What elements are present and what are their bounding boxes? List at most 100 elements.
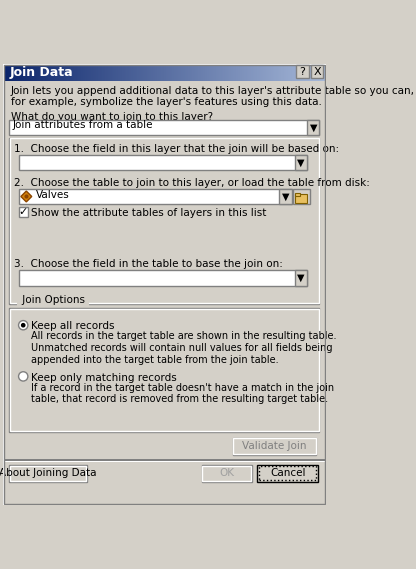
Bar bbox=[10, 138, 319, 303]
Bar bbox=[295, 155, 307, 170]
Bar bbox=[233, 64, 234, 81]
Bar bbox=[63, 64, 64, 81]
Bar bbox=[240, 64, 241, 81]
Bar bbox=[198, 64, 199, 81]
Bar bbox=[292, 64, 293, 81]
Bar bbox=[72, 64, 73, 81]
Bar bbox=[233, 438, 316, 455]
Bar bbox=[307, 119, 319, 135]
Bar bbox=[300, 64, 301, 81]
Bar bbox=[243, 64, 244, 81]
Bar bbox=[247, 64, 248, 81]
Bar bbox=[49, 64, 50, 81]
Bar bbox=[202, 465, 252, 482]
Bar bbox=[213, 64, 214, 81]
Bar bbox=[193, 64, 194, 81]
Bar bbox=[122, 64, 123, 81]
Text: ▼: ▼ bbox=[282, 192, 289, 201]
Bar bbox=[256, 64, 257, 81]
Bar bbox=[10, 465, 86, 481]
Bar bbox=[133, 64, 134, 81]
Bar bbox=[153, 64, 154, 81]
Bar bbox=[36, 64, 37, 81]
Bar bbox=[140, 64, 141, 81]
Bar bbox=[189, 64, 190, 81]
Bar bbox=[202, 465, 251, 481]
Bar bbox=[147, 64, 148, 81]
Bar bbox=[161, 64, 162, 81]
Bar bbox=[217, 64, 218, 81]
Text: Join Options: Join Options bbox=[19, 295, 88, 305]
Bar bbox=[7, 64, 8, 81]
Bar bbox=[88, 64, 89, 81]
Bar bbox=[200, 64, 201, 81]
Bar bbox=[286, 64, 287, 81]
Bar bbox=[323, 64, 324, 81]
Bar bbox=[277, 64, 278, 81]
Bar bbox=[90, 64, 91, 81]
Bar bbox=[135, 64, 136, 81]
Bar bbox=[71, 64, 72, 81]
Bar bbox=[230, 64, 231, 81]
Bar bbox=[61, 64, 62, 81]
Bar bbox=[312, 64, 313, 81]
Bar bbox=[170, 64, 171, 81]
Bar bbox=[34, 64, 35, 81]
Bar bbox=[177, 64, 178, 81]
Bar bbox=[279, 189, 292, 204]
Bar bbox=[197, 64, 198, 81]
Bar bbox=[236, 64, 237, 81]
Bar bbox=[62, 64, 63, 81]
Bar bbox=[89, 64, 90, 81]
Bar bbox=[262, 64, 263, 81]
Bar bbox=[118, 64, 119, 81]
Bar bbox=[24, 64, 25, 81]
Bar bbox=[182, 64, 183, 81]
Bar bbox=[191, 64, 192, 81]
Bar bbox=[304, 64, 305, 81]
Bar bbox=[295, 270, 307, 286]
Bar bbox=[78, 64, 79, 81]
Bar bbox=[81, 64, 82, 81]
Bar bbox=[94, 64, 95, 81]
Bar bbox=[288, 64, 289, 81]
Bar bbox=[127, 64, 128, 81]
Bar bbox=[96, 64, 97, 81]
Bar bbox=[19, 155, 307, 170]
Bar bbox=[305, 64, 306, 81]
Bar bbox=[97, 64, 98, 81]
Text: About Joining Data: About Joining Data bbox=[0, 468, 97, 479]
Bar bbox=[282, 64, 283, 81]
Bar bbox=[168, 64, 169, 81]
Bar bbox=[54, 64, 55, 81]
Bar bbox=[155, 64, 156, 81]
Bar bbox=[302, 64, 303, 81]
Bar bbox=[201, 64, 202, 81]
Bar bbox=[308, 64, 309, 81]
Bar bbox=[15, 64, 16, 81]
Bar bbox=[157, 64, 158, 81]
Circle shape bbox=[19, 320, 28, 330]
Bar bbox=[136, 64, 137, 81]
Bar bbox=[28, 64, 29, 81]
Text: ✓: ✓ bbox=[19, 207, 28, 217]
Bar bbox=[9, 138, 319, 304]
Bar bbox=[210, 64, 211, 81]
Bar bbox=[301, 64, 302, 81]
Bar bbox=[12, 64, 13, 81]
Bar bbox=[154, 64, 155, 81]
Bar bbox=[228, 64, 229, 81]
Bar bbox=[162, 64, 163, 81]
Bar bbox=[295, 194, 307, 203]
Bar bbox=[293, 64, 294, 81]
Bar bbox=[175, 64, 176, 81]
Bar bbox=[146, 64, 147, 81]
Bar bbox=[185, 64, 186, 81]
Bar bbox=[190, 64, 191, 81]
Bar bbox=[266, 64, 267, 81]
Bar bbox=[275, 64, 276, 81]
Bar bbox=[68, 64, 69, 81]
Text: Valves: Valves bbox=[36, 190, 69, 200]
Bar bbox=[225, 64, 226, 81]
Bar bbox=[108, 64, 109, 81]
